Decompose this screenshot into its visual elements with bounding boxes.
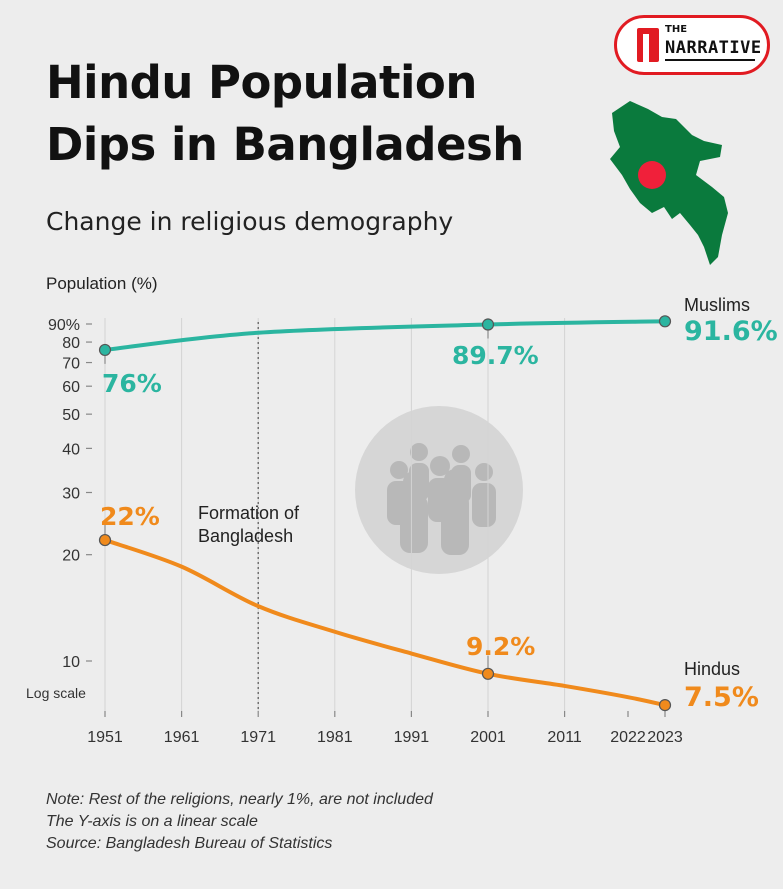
hindus-point-2001 — [481, 667, 495, 680]
logo-mark-icon — [637, 28, 659, 62]
y-tick-label-80: 80 — [62, 335, 80, 352]
x-tick-label-2023: 2023 — [647, 729, 683, 746]
scale-note: Log scale — [26, 685, 86, 701]
hindus-series-name: Hindus — [684, 659, 740, 679]
x-tick-label-2011: 2011 — [547, 729, 582, 746]
x-tick-label-2022: 2022 — [610, 729, 646, 746]
x-tick-label-2001: 2001 — [470, 729, 506, 746]
muslims-line — [103, 319, 667, 352]
muslims-point-2001 — [481, 318, 495, 331]
y-tick-label-20: 20 — [62, 548, 80, 565]
muslims-data-label-2023: 91.6% — [684, 316, 778, 347]
hindus-point-1951 — [98, 533, 112, 547]
hindus-point-2023 — [658, 699, 672, 712]
note-line-2: The Y-axis is on a linear scale — [46, 813, 258, 830]
annotation-line-2: Bangladesh — [198, 526, 293, 546]
muslims-data-label-2001: 89.7% — [452, 341, 539, 370]
y-tick-label-70: 70 — [62, 356, 80, 373]
title-line-1: Hindu Population — [46, 56, 477, 109]
muslims-series-name: Muslims — [684, 295, 750, 315]
y-axis-label: Population (%) — [46, 274, 158, 293]
y-tick-label-30: 30 — [62, 486, 80, 503]
hindus-data-label-2001: 9.2% — [466, 632, 535, 661]
footnotes: Note: Rest of the religions, nearly 1%, … — [46, 789, 433, 855]
logo-text-the: THE — [665, 24, 688, 35]
map-marker-dot — [638, 161, 666, 189]
muslims-data-label-1951: 76% — [102, 369, 162, 398]
x-tick-label-1981: 1981 — [317, 729, 353, 746]
y-tick-label-40: 40 — [62, 441, 80, 458]
page-title: Hindu Population Dips in Bangladesh — [46, 52, 524, 176]
hindus-data-label-1951: 22% — [100, 502, 160, 531]
hindus-line — [103, 538, 667, 708]
muslims-point-1951 — [98, 343, 112, 357]
source-line: Source: Bangladesh Bureau of Statistics — [46, 835, 333, 852]
x-tick-label-1951: 1951 — [87, 729, 123, 746]
y-tick-label-50: 50 — [62, 407, 80, 424]
y-tick-label-10: 10 — [62, 654, 80, 671]
annotation-line-1: Formation of — [198, 503, 300, 523]
chart-subtitle: Change in religious demography — [46, 207, 454, 236]
note-line-1: Note: Rest of the religions, nearly 1%, … — [46, 791, 433, 808]
map-shape — [610, 101, 728, 265]
logo-text-brand: NARRATIVE — [665, 38, 762, 58]
x-tick-label-1971: 1971 — [240, 729, 276, 746]
logo-underline — [665, 59, 755, 61]
bangladesh-map-icon — [610, 101, 728, 265]
muslims-point-2023 — [658, 315, 672, 328]
y-tick-label-90: 90% — [48, 317, 80, 334]
y-tick-label-60: 60 — [62, 379, 80, 396]
brand-logo: THE NARRATIVE — [614, 15, 770, 75]
x-tick-label-1961: 1961 — [164, 729, 200, 746]
title-line-2: Dips in Bangladesh — [46, 118, 524, 171]
x-tick-label-1991: 1991 — [394, 729, 430, 746]
people-group-icon — [355, 406, 523, 574]
hindus-data-label-2023: 7.5% — [684, 682, 759, 713]
